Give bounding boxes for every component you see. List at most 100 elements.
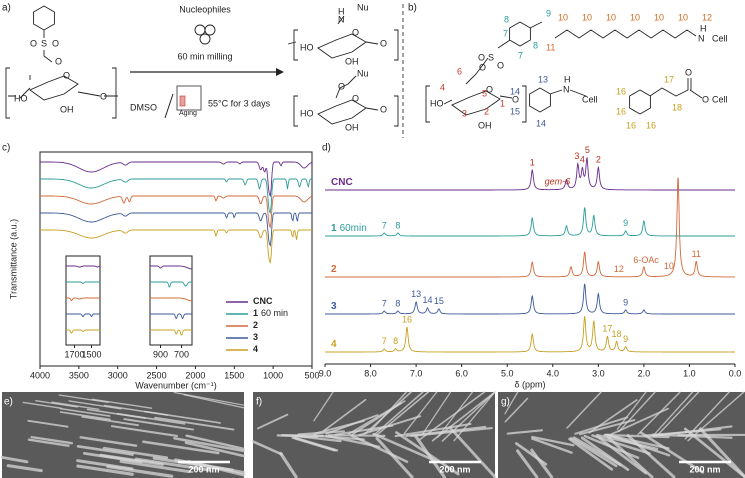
nmr-spectrum — [325, 177, 735, 278]
nanocrystal — [626, 434, 676, 478]
x-tick-label: 5.0 — [501, 368, 514, 378]
nanocrystal — [86, 408, 146, 420]
ir-spectrum — [66, 281, 101, 284]
ir-spectrum — [149, 281, 192, 288]
h-number: 16 — [646, 120, 656, 130]
peak-label: 13 — [411, 289, 421, 299]
nanocrystal — [568, 437, 614, 471]
nanocrystal — [58, 394, 109, 403]
nanocrystal — [183, 394, 245, 409]
atom: O — [352, 27, 359, 37]
bonds — [549, 89, 587, 97]
solvent: DMSO — [130, 102, 157, 112]
atom: HO — [430, 98, 444, 108]
nanocrystal — [68, 400, 122, 410]
peak-label: 4 — [580, 155, 585, 165]
trace-name: 1 — [331, 223, 337, 234]
h-number: 10 — [630, 12, 640, 22]
h-number: 15 — [510, 106, 520, 116]
nanocrystal — [364, 391, 412, 435]
nanocrystal — [256, 413, 289, 430]
ir-spectrum — [40, 229, 312, 264]
nanocrystal — [59, 407, 111, 417]
trace-name: 2 — [331, 264, 337, 275]
atom: Nu — [357, 2, 369, 12]
condition: 55°C for 3 days — [208, 98, 271, 108]
h-number: 9 — [546, 8, 551, 18]
h-number: 4 — [440, 82, 445, 92]
nanocrystal — [687, 391, 745, 442]
atom: O — [352, 93, 359, 103]
nanocrystal — [173, 391, 245, 406]
h-number: 1 — [500, 98, 505, 108]
inset-tick-label: 900 — [153, 349, 168, 359]
nanocrystal — [504, 397, 529, 423]
nanocrystal — [531, 435, 575, 447]
nanocrystal — [106, 465, 174, 478]
trace-label: 4 — [331, 339, 337, 350]
nanocrystal — [578, 419, 636, 436]
nanocrystal — [81, 415, 139, 427]
atom: OH — [60, 104, 74, 114]
atom: H — [700, 23, 707, 33]
trace-suffix: 60min — [340, 223, 367, 234]
nanocrystal — [516, 449, 539, 478]
atom: O — [30, 38, 37, 48]
atom: N — [563, 84, 570, 94]
nanocrystal — [59, 411, 111, 421]
trace-label: 1 60min — [331, 223, 367, 234]
nanocrystal — [27, 438, 70, 447]
h-number: 5 — [482, 88, 487, 98]
h-number: 14 — [510, 86, 520, 96]
legend-entry: CNC — [253, 296, 273, 306]
nanocrystal — [0, 455, 29, 464]
nanocrystal — [325, 434, 381, 449]
ir-spectrum — [66, 265, 101, 268]
atom: Cell — [712, 33, 728, 43]
x-axis-label: δ (ppm) — [514, 379, 545, 389]
h-number: 14 — [536, 118, 546, 128]
nanocrystal — [6, 464, 43, 473]
atom: O — [497, 60, 504, 70]
peak-label: 8 — [395, 298, 400, 308]
nanocrystal — [375, 436, 414, 478]
h-number: 10 — [654, 12, 664, 22]
legend-name: 1 — [253, 308, 258, 318]
atom: Cell — [712, 94, 728, 104]
ir-spectrum — [149, 297, 192, 302]
atom: HO — [14, 93, 28, 103]
glucose-ring — [451, 90, 501, 116]
ir-spectrum — [40, 212, 312, 247]
scale-bar-label: 200 nm — [689, 464, 720, 474]
inset-tick-label: 1500 — [81, 349, 101, 359]
nanocrystal — [531, 437, 573, 454]
nanocrystal — [372, 432, 438, 463]
ir-spectrum — [66, 297, 100, 301]
nmr-spectrum — [325, 156, 735, 191]
nanocrystal — [580, 436, 630, 471]
nanocrystal — [357, 415, 422, 437]
legend-name: 3 — [253, 332, 258, 342]
nanocrystal — [414, 435, 446, 478]
nanocrystal — [506, 429, 543, 435]
trace-label: CNC — [331, 177, 353, 188]
scale-bar-label: 200 nm — [188, 464, 219, 474]
nanocrystal — [530, 448, 554, 478]
peak-label: 9 — [623, 297, 628, 307]
panel-label: e) — [4, 397, 13, 408]
peak-label: gem-6 — [545, 177, 571, 187]
x-tick-label: 3000 — [108, 370, 128, 380]
trace-label: 2 — [331, 264, 337, 275]
x-tick-label: 0.0 — [729, 368, 742, 378]
nanocrystal — [281, 434, 324, 437]
nanocrystal — [608, 407, 669, 437]
legend-entry: 4 — [253, 344, 258, 354]
atom: N — [698, 33, 705, 43]
nanocrystal — [297, 430, 346, 436]
nanocrystal — [51, 401, 100, 411]
x-tick-label: 7.0 — [410, 368, 423, 378]
h-number: 13 — [538, 74, 548, 84]
atom: O — [478, 52, 485, 62]
ir-spectrum — [149, 329, 192, 336]
